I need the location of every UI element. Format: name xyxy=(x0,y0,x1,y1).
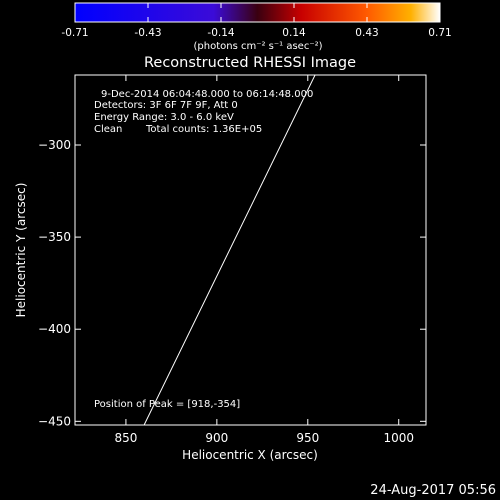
annotation-clean: Clean xyxy=(94,124,122,135)
annotation-time-range: 9-Dec-2014 06:04:48.000 to 06:14:48.000 xyxy=(101,89,313,100)
colorbar xyxy=(74,2,441,23)
plot-frame xyxy=(74,74,427,426)
annotation-detectors: Detectors: 3F 6F 7F 9F, Att 0 xyxy=(94,100,238,111)
heatmap-image xyxy=(75,75,426,425)
x-tick-label: 950 xyxy=(296,431,319,445)
colorbar-tick-label: -0.71 xyxy=(61,27,88,39)
x-axis-label: Heliocentric X (arcsec) xyxy=(182,448,318,462)
y-axis-tick-labels: −300 −350 −400 −450 xyxy=(38,138,71,428)
y-tick-label: −450 xyxy=(38,414,71,428)
annotation-energy-range: Energy Range: 3.0 - 6.0 keV xyxy=(94,112,234,123)
colorbar-ticks xyxy=(147,3,368,22)
x-tick-label: 900 xyxy=(205,431,228,445)
chart-title: Reconstructed RHESSI Image xyxy=(144,55,356,71)
y-axis-label: Heliocentric Y (arcsec) xyxy=(14,183,28,318)
colorbar-tick-label: -0.14 xyxy=(207,27,234,39)
colorbar-tick-label: 0.71 xyxy=(428,27,451,39)
x-tick-label: 1000 xyxy=(383,431,414,445)
solar-limb-line xyxy=(143,75,316,425)
x-axis-tick-labels: 850 900 950 1000 xyxy=(114,431,414,445)
annotation-peak-position: Position of Peak = [918,-354] xyxy=(94,399,240,410)
colorbar-tick-label: -0.43 xyxy=(134,27,161,39)
x-axis-ticks xyxy=(125,75,400,425)
y-tick-label: −300 xyxy=(38,138,71,152)
colorbar-tick-label: 0.14 xyxy=(282,27,306,39)
y-tick-label: −400 xyxy=(38,322,71,336)
x-tick-label: 850 xyxy=(114,431,137,445)
y-axis-ticks xyxy=(75,144,426,422)
colorbar-unit-label: (photons cm⁻² s⁻¹ asec⁻²) xyxy=(193,41,322,52)
y-tick-label: −350 xyxy=(38,230,71,244)
footer-timestamp: 24-Aug-2017 05:56 xyxy=(370,483,496,498)
annotation-total-counts: Total counts: 1.36E+05 xyxy=(145,124,262,135)
colorbar-tick-label: 0.43 xyxy=(355,27,378,39)
